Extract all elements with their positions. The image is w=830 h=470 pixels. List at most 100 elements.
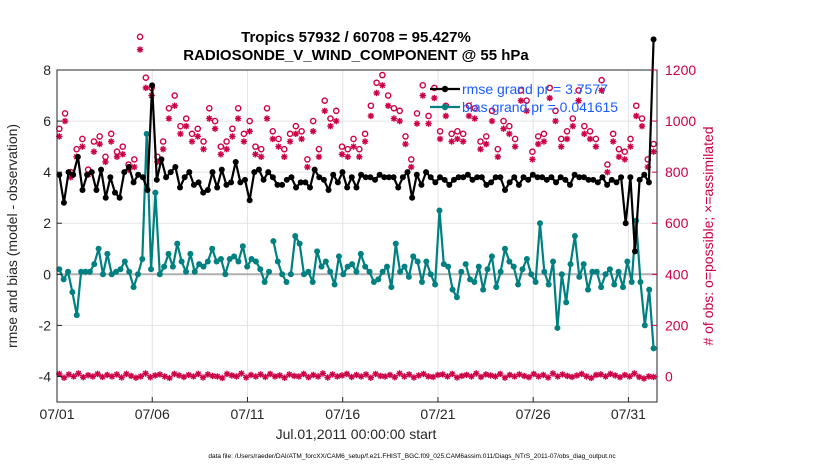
asterisk-stroke [104, 372, 111, 378]
possible-obs-marker [471, 105, 479, 112]
asterisk-stroke [431, 95, 438, 101]
asterisk-stroke [552, 118, 559, 124]
rmse-point [330, 171, 337, 178]
rmse-point [395, 184, 402, 191]
rmse-point [121, 169, 128, 176]
asterisk-stroke [137, 46, 143, 53]
assimilated-obs-marker [390, 115, 398, 122]
rmse-point [214, 184, 221, 191]
possible-obs-marker [557, 135, 565, 143]
rmse-point [79, 187, 86, 194]
asterisk-stroke [235, 115, 241, 122]
asterisk-stroke [128, 373, 134, 379]
assimilated-obs-marker [159, 145, 167, 153]
low-count-obs-marker [166, 374, 173, 382]
assimilated-obs-marker [142, 84, 150, 92]
asterisk-stroke [229, 372, 235, 379]
possible-obs-marker [517, 87, 525, 94]
possible-obs-marker [638, 115, 646, 122]
bias-point [283, 278, 290, 285]
rmse-point [474, 174, 481, 181]
asterisk-stroke [506, 131, 513, 137]
assimilated-obs-marker [425, 120, 432, 127]
possible-obs-marker [223, 138, 230, 145]
asterisk-stroke [241, 138, 247, 145]
assimilated-obs-marker [609, 138, 617, 145]
possible-obs-marker [546, 84, 554, 92]
asterisk-stroke [363, 371, 369, 378]
bias-point [550, 258, 557, 265]
assimilated-obs-marker [546, 94, 553, 102]
rmse-point [200, 189, 207, 196]
assimilated-obs-marker [217, 151, 225, 158]
assimilated-obs-marker [361, 138, 369, 145]
assimilated-obs-marker [108, 138, 115, 145]
asterisk-stroke [133, 374, 139, 381]
bias-point [449, 286, 456, 293]
plot-frame [56, 69, 658, 403]
rmse-point [562, 176, 569, 183]
bias-point [261, 278, 268, 285]
assimilated-obs-marker [292, 130, 300, 138]
asterisk-stroke [300, 371, 307, 377]
asterisk-stroke [587, 136, 593, 142]
low-count-obs-marker [324, 374, 331, 381]
rmse-point [478, 174, 485, 181]
asterisk-stroke [521, 373, 527, 379]
assimilated-obs-marker [604, 168, 611, 176]
bias-point [628, 278, 635, 285]
rmse-point [204, 187, 211, 194]
rmse-point [153, 176, 160, 183]
assimilated-obs-marker [327, 122, 334, 130]
asterisk-stroke [269, 136, 276, 142]
bias-point [235, 258, 242, 265]
possible-obs-marker [361, 130, 369, 138]
bias-point [606, 266, 613, 273]
rmse-point [604, 181, 611, 188]
asterisk-stroke [79, 143, 86, 150]
low-count-obs-marker [616, 374, 624, 381]
assimilated-obs-marker [459, 138, 467, 145]
rmse-point [539, 174, 546, 181]
bias-point [493, 284, 500, 291]
assimilated-obs-marker [483, 140, 490, 148]
asterisk-stroke [478, 374, 484, 380]
asterisk-stroke [320, 370, 326, 377]
bias-point [480, 286, 487, 293]
asterisk-stroke [473, 370, 480, 377]
low-count-obs-marker [497, 370, 504, 378]
assimilated-obs-marker [269, 135, 276, 143]
asterisk-stroke [91, 148, 97, 155]
asterisk-stroke [546, 95, 553, 101]
x-tick-label: 07/26 [516, 406, 551, 422]
assimilated-obs-marker [379, 82, 386, 89]
rmse-point [469, 176, 476, 183]
low-count-obs-marker [84, 371, 92, 379]
rmse-point [585, 176, 592, 183]
asterisk-stroke [454, 136, 461, 142]
asterisk-stroke [604, 169, 611, 175]
bias-point [602, 271, 609, 278]
low-count-obs-marker [362, 371, 370, 378]
asterisk-stroke [443, 113, 449, 119]
bias-point [287, 271, 294, 278]
asterisk-stroke [377, 373, 384, 379]
asterisk-stroke [564, 373, 571, 379]
asterisk-stroke [75, 370, 82, 377]
asterisk-stroke [262, 374, 269, 380]
possible-obs-marker [506, 122, 513, 130]
low-count-obs-marker [214, 373, 221, 380]
rmse-point [65, 169, 72, 176]
asterisk-stroke [310, 128, 316, 135]
assimilated-obs-marker [275, 143, 282, 150]
low-count-obs-marker [195, 370, 202, 378]
possible-obs-marker [448, 130, 455, 138]
rmse-point [107, 174, 114, 181]
bias-point [156, 271, 163, 278]
bias-point [60, 276, 67, 283]
rmse-point [483, 181, 490, 188]
asterisk-stroke [516, 371, 523, 378]
rmse-point [302, 179, 309, 186]
asterisk-stroke [243, 374, 249, 381]
rmse-point [84, 171, 91, 178]
